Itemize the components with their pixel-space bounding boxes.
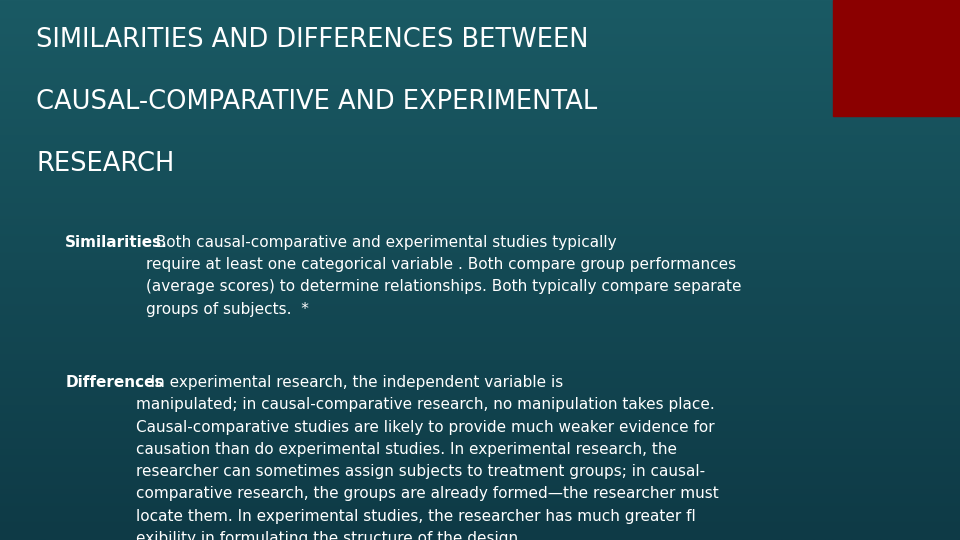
Text: Both causal-comparative and experimental studies typically
require at least one : Both causal-comparative and experimental… xyxy=(146,235,741,316)
Text: SIMILARITIES AND DIFFERENCES BETWEEN: SIMILARITIES AND DIFFERENCES BETWEEN xyxy=(36,27,589,53)
Text: Similarities.: Similarities. xyxy=(65,235,168,250)
Text: CAUSAL-COMPARATIVE AND EXPERIMENTAL: CAUSAL-COMPARATIVE AND EXPERIMENTAL xyxy=(36,89,598,115)
Text: Differences: Differences xyxy=(65,375,164,390)
Text: RESEARCH: RESEARCH xyxy=(36,151,175,177)
Bar xyxy=(833,0,960,116)
Text: .  In experimental research, the independent variable is
manipulated; in causal-: . In experimental research, the independ… xyxy=(136,375,719,540)
